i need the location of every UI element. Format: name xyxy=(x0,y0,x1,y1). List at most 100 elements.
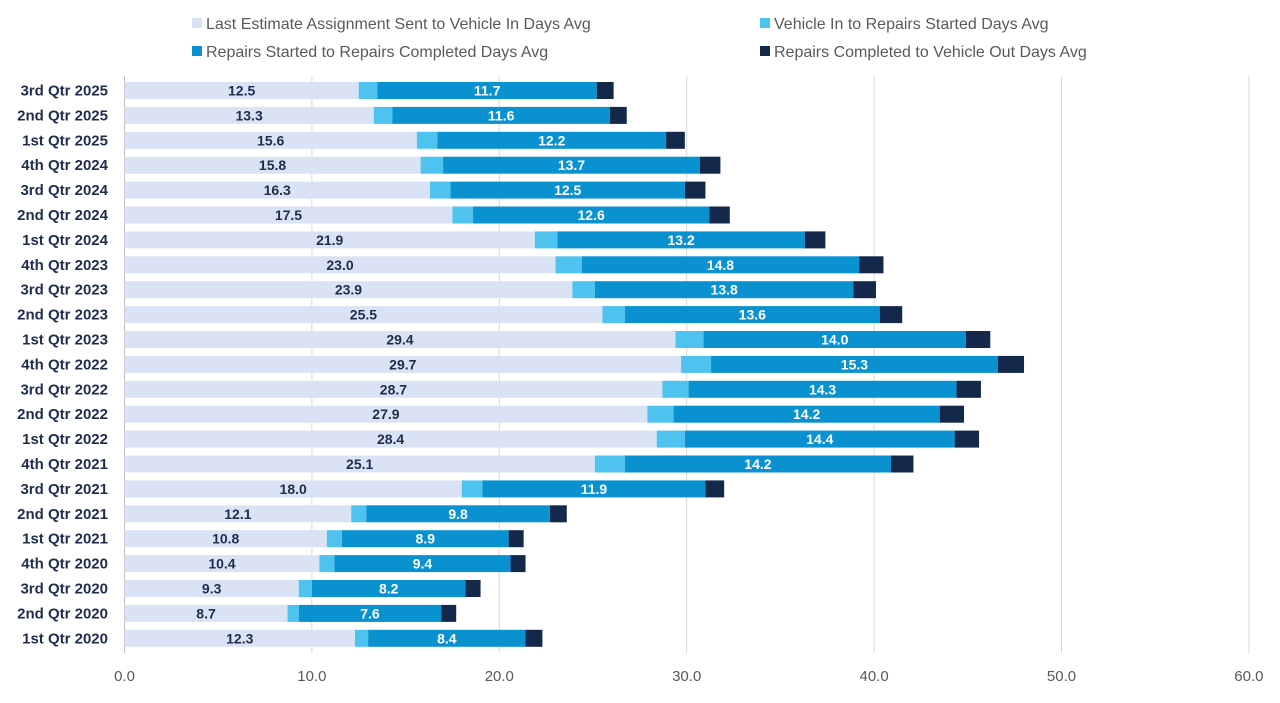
bar-segment-1st-qtr-2024-series-2[interactable] xyxy=(534,231,558,249)
bar-segment-2nd-qtr-2020-series-3[interactable] xyxy=(298,604,442,622)
bar-segment-1st-qtr-2023-series-3[interactable] xyxy=(703,331,966,348)
bar-segment-1st-qtr-2025-series-4[interactable] xyxy=(666,131,685,149)
bar-segment-1st-qtr-2023-series-1[interactable] xyxy=(124,331,676,348)
bar-segment-2nd-qtr-2023-series-4[interactable] xyxy=(879,306,903,324)
bar-segment-3rd-qtr-2024-series-2[interactable] xyxy=(429,181,451,199)
bar-segment-1st-qtr-2023-series-4[interactable] xyxy=(965,331,991,348)
bar-segment-1st-qtr-2022-series-2[interactable] xyxy=(656,430,685,448)
bar-segment-3rd-qtr-2020-series-2[interactable] xyxy=(298,580,312,597)
bar-segment-4th-qtr-2023-series-4[interactable] xyxy=(859,256,884,274)
bar-segment-4th-qtr-2024-series-1[interactable] xyxy=(124,156,421,174)
bar-segment-4th-qtr-2020-series-2[interactable] xyxy=(319,555,335,573)
bar-segment-4th-qtr-2024-series-3[interactable] xyxy=(443,156,700,174)
legend-item-vehicle-in-to-repairs-started[interactable]: Vehicle In to Repairs Started Days Avg xyxy=(760,16,1049,33)
bar-segment-4th-qtr-2024-series-2[interactable] xyxy=(420,156,444,174)
bar-segment-4th-qtr-2022-series-4[interactable] xyxy=(997,355,1025,373)
bar-segment-4th-qtr-2020-series-4[interactable] xyxy=(510,555,526,573)
bar-segment-4th-qtr-2023-series-3[interactable] xyxy=(581,256,860,274)
bar-segment-2nd-qtr-2024-series-2[interactable] xyxy=(452,206,474,224)
bar-segment-4th-qtr-2023-series-2[interactable] xyxy=(555,256,582,274)
bar-segment-1st-qtr-2022-series-1[interactable] xyxy=(124,430,657,448)
bar-segment-4th-qtr-2020-series-3[interactable] xyxy=(334,555,511,573)
bar-segment-1st-qtr-2021-series-2[interactable] xyxy=(326,530,342,548)
bar-segment-3rd-qtr-2020-series-4[interactable] xyxy=(465,580,481,597)
bar-segment-4th-qtr-2023-series-1[interactable] xyxy=(124,256,556,274)
bar-segment-2nd-qtr-2024-series-1[interactable] xyxy=(124,206,453,224)
bar-segment-2nd-qtr-2025-series-2[interactable] xyxy=(373,106,393,124)
bar-segment-1st-qtr-2020-series-3[interactable] xyxy=(368,629,526,647)
bar-segment-3rd-qtr-2021-series-1[interactable] xyxy=(124,480,462,498)
bar-segment-1st-qtr-2020-series-1[interactable] xyxy=(124,629,356,647)
bar-segment-4th-qtr-2021-series-2[interactable] xyxy=(594,455,625,473)
bar-segment-1st-qtr-2025-series-1[interactable] xyxy=(124,131,417,149)
bar-segment-3rd-qtr-2023-series-1[interactable] xyxy=(124,281,573,299)
bar-segment-1st-qtr-2021-series-1[interactable] xyxy=(124,530,327,548)
bar-segment-4th-qtr-2021-series-1[interactable] xyxy=(124,455,595,473)
bar-segment-3rd-qtr-2023-series-2[interactable] xyxy=(572,281,595,299)
bar-segment-3rd-qtr-2023-series-4[interactable] xyxy=(853,281,876,299)
bar-segment-1st-qtr-2025-series-3[interactable] xyxy=(437,131,667,149)
bar-segment-1st-qtr-2023-series-2[interactable] xyxy=(675,331,704,348)
bar-segment-1st-qtr-2022-series-3[interactable] xyxy=(684,430,955,448)
legend-item-repairs-completed-to-vehicle-out[interactable]: Repairs Completed to Vehicle Out Days Av… xyxy=(760,44,1087,61)
bar-segment-3rd-qtr-2025-series-2[interactable] xyxy=(358,82,378,99)
bar-segment-1st-qtr-2024-series-4[interactable] xyxy=(804,231,826,249)
bar-segment-2nd-qtr-2021-series-4[interactable] xyxy=(549,505,567,523)
bar-segment-2nd-qtr-2023-series-2[interactable] xyxy=(602,306,625,324)
bar-segment-3rd-qtr-2023-series-3[interactable] xyxy=(594,281,854,299)
bar-segment-3rd-qtr-2020-series-1[interactable] xyxy=(124,580,299,597)
bar-segment-4th-qtr-2020-series-1[interactable] xyxy=(124,555,320,573)
bar-segment-4th-qtr-2021-series-4[interactable] xyxy=(890,455,914,473)
bar-segment-3rd-qtr-2020-series-3[interactable] xyxy=(311,580,466,597)
bar-segment-1st-qtr-2022-series-4[interactable] xyxy=(954,430,980,448)
bar-segment-3rd-qtr-2024-series-1[interactable] xyxy=(124,181,430,199)
bar-segment-2nd-qtr-2020-series-4[interactable] xyxy=(441,604,457,622)
bar-segment-4th-qtr-2022-series-2[interactable] xyxy=(681,355,712,373)
bar-segment-1st-qtr-2020-series-4[interactable] xyxy=(525,629,543,647)
bar-segment-1st-qtr-2024-series-1[interactable] xyxy=(124,231,535,249)
bar-segment-1st-qtr-2020-series-2[interactable] xyxy=(355,629,369,647)
bar-segment-3rd-qtr-2025-series-3[interactable] xyxy=(377,82,597,99)
data-label-1st-qtr-2023-series-3: 14.0 xyxy=(821,332,848,348)
bar-segment-3rd-qtr-2022-series-1[interactable] xyxy=(124,380,663,398)
bar-segment-3rd-qtr-2022-series-2[interactable] xyxy=(662,380,689,398)
bar-segment-3rd-qtr-2024-series-4[interactable] xyxy=(684,181,706,199)
bar-segment-2nd-qtr-2023-series-1[interactable] xyxy=(124,306,603,324)
bar-segment-2nd-qtr-2021-series-1[interactable] xyxy=(124,505,352,523)
legend-item-repairs-started-to-completed[interactable]: Repairs Started to Repairs Completed Day… xyxy=(192,44,548,61)
bar-segment-3rd-qtr-2025-series-1[interactable] xyxy=(124,82,359,99)
bar-segment-3rd-qtr-2022-series-4[interactable] xyxy=(956,380,981,398)
bar-segment-2nd-qtr-2023-series-3[interactable] xyxy=(624,306,880,324)
bar-segment-3rd-qtr-2025-series-4[interactable] xyxy=(596,82,614,99)
bar-segment-2nd-qtr-2024-series-3[interactable] xyxy=(473,206,710,224)
bar-segment-4th-qtr-2022-series-1[interactable] xyxy=(124,355,682,373)
bar-segment-3rd-qtr-2022-series-3[interactable] xyxy=(688,380,957,398)
bar-segment-3rd-qtr-2024-series-3[interactable] xyxy=(450,181,685,199)
bar-segment-2nd-qtr-2022-series-3[interactable] xyxy=(673,405,940,423)
bar-segment-2nd-qtr-2022-series-4[interactable] xyxy=(939,405,965,423)
bar-segment-2nd-qtr-2020-series-1[interactable] xyxy=(124,604,288,622)
bar-segment-2nd-qtr-2021-series-3[interactable] xyxy=(366,505,550,523)
bar-segment-2nd-qtr-2024-series-4[interactable] xyxy=(709,206,730,224)
bar-segment-4th-qtr-2022-series-3[interactable] xyxy=(711,355,998,373)
data-label-2nd-qtr-2025-series-1: 13.3 xyxy=(235,107,262,123)
bar-segment-2nd-qtr-2025-series-1[interactable] xyxy=(124,106,374,124)
bar-segment-1st-qtr-2021-series-3[interactable] xyxy=(341,530,509,548)
bar-segment-2nd-qtr-2021-series-2[interactable] xyxy=(351,505,367,523)
bar-segment-3rd-qtr-2021-series-3[interactable] xyxy=(482,480,706,498)
bar-segment-1st-qtr-2025-series-2[interactable] xyxy=(416,131,438,149)
data-label-3rd-qtr-2025-series-1: 12.5 xyxy=(228,83,255,99)
bar-segment-4th-qtr-2024-series-4[interactable] xyxy=(699,156,721,174)
bar-segment-2nd-qtr-2022-series-2[interactable] xyxy=(647,405,674,423)
bar-segment-1st-qtr-2024-series-3[interactable] xyxy=(557,231,805,249)
bar-segment-4th-qtr-2021-series-3[interactable] xyxy=(624,455,891,473)
data-label-2nd-qtr-2025-series-3: 11.6 xyxy=(488,107,515,123)
bar-segment-2nd-qtr-2025-series-4[interactable] xyxy=(609,106,627,124)
bar-segment-3rd-qtr-2021-series-2[interactable] xyxy=(461,480,483,498)
bar-segment-2nd-qtr-2025-series-3[interactable] xyxy=(392,106,610,124)
bar-segment-1st-qtr-2021-series-4[interactable] xyxy=(508,530,524,548)
bar-segment-2nd-qtr-2022-series-1[interactable] xyxy=(124,405,648,423)
bar-segment-3rd-qtr-2021-series-4[interactable] xyxy=(705,480,725,498)
bar-segment-2nd-qtr-2020-series-2[interactable] xyxy=(287,604,299,622)
legend-item-last-estimate-to-vehicle-in[interactable]: Last Estimate Assignment Sent to Vehicle… xyxy=(192,16,591,33)
